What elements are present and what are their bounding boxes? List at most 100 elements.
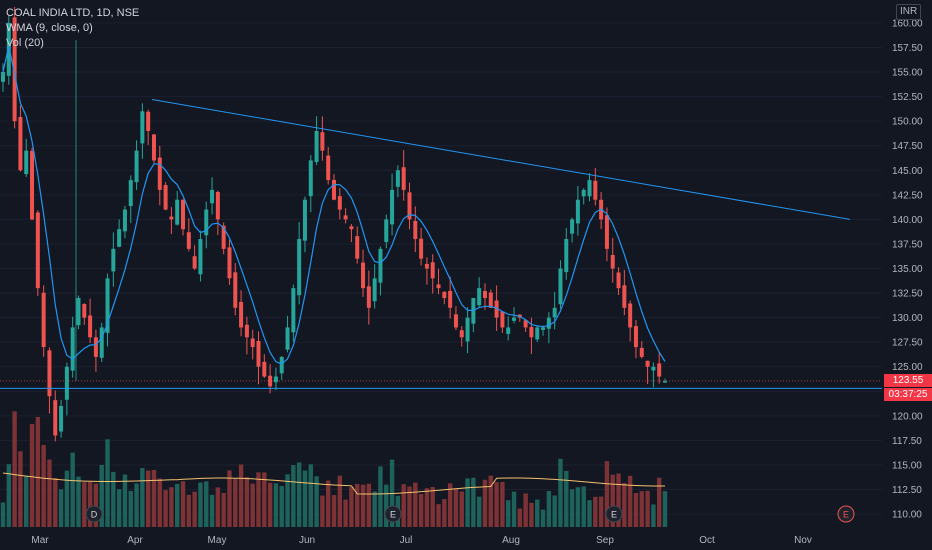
- price-tick-label: 140.00: [892, 215, 923, 226]
- candle-body: [291, 288, 296, 333]
- volume-bar: [401, 484, 406, 527]
- volume-bar: [140, 467, 145, 527]
- candle-body: [593, 180, 598, 200]
- candle-body: [541, 327, 546, 330]
- candle-body: [419, 238, 424, 259]
- candle-body: [6, 22, 11, 76]
- price-tick-label: 152.50: [892, 92, 923, 103]
- candle-body: [314, 130, 319, 162]
- volume-bar: [302, 470, 308, 527]
- candle-body: [163, 185, 168, 210]
- time-tick-label: Mar: [31, 535, 49, 546]
- candlestick-series: [1, 6, 667, 442]
- candle-body: [175, 199, 180, 225]
- wma-line: [2, 45, 666, 365]
- volume-bar: [296, 462, 302, 527]
- time-tick-label: May: [208, 535, 227, 546]
- candle-body: [169, 216, 174, 220]
- legend-wma[interactable]: WMA (9, close, 0): [6, 22, 93, 34]
- volume-bar: [122, 474, 128, 527]
- volume-bar: [76, 476, 81, 527]
- candle-body: [413, 220, 418, 240]
- event-marker-label: E: [843, 510, 849, 520]
- currency-badge[interactable]: INR: [896, 4, 922, 20]
- volume-bar: [355, 484, 360, 527]
- candle-body: [512, 317, 517, 321]
- volume-bar: [442, 499, 447, 527]
- volume-bar: [424, 488, 430, 527]
- event-marker[interactable]: E: [837, 505, 855, 523]
- volume-bar: [482, 479, 488, 527]
- volume-bar: [262, 472, 267, 527]
- event-marker-circle: [384, 505, 402, 523]
- time-tick-label: Apr: [127, 535, 143, 546]
- volume-bar: [58, 489, 64, 527]
- price-tick-label: 137.50: [892, 239, 923, 250]
- candle-body: [430, 262, 435, 279]
- price-tick-label: 130.00: [892, 313, 923, 324]
- volume-bar: [24, 476, 29, 527]
- event-marker-circle: [605, 505, 623, 523]
- candle-body: [47, 350, 52, 397]
- candle-body: [24, 150, 29, 175]
- time-tick-label: Oct: [699, 535, 715, 546]
- candle-body: [494, 300, 499, 318]
- candle-body: [204, 209, 209, 236]
- candle-body: [320, 132, 325, 151]
- candle-body: [297, 239, 302, 296]
- volume-bar: [384, 484, 389, 527]
- candle-body: [477, 288, 482, 306]
- volume-bar: [627, 475, 633, 527]
- candle-body: [117, 229, 122, 247]
- candle-body: [616, 272, 621, 289]
- volume-bar: [320, 495, 325, 527]
- volume-bar: [645, 490, 650, 527]
- volume-bar: [488, 475, 493, 527]
- volume-bar: [215, 487, 221, 527]
- price-tick-label: 160.00: [892, 18, 923, 29]
- volume-bar: [604, 461, 610, 527]
- volume-bar: [564, 470, 569, 527]
- volume-bar: [407, 486, 412, 527]
- candle-body: [262, 361, 267, 377]
- price-tick-label: 157.50: [892, 43, 923, 54]
- countdown-label: 03:37:25: [884, 388, 932, 401]
- legend-volume[interactable]: Vol (20): [6, 37, 44, 49]
- candle-body: [587, 180, 592, 197]
- candle-body: [151, 134, 156, 161]
- legend-symbol[interactable]: COAL INDIA LTD, 1D, NSE: [6, 7, 140, 19]
- volume-bar: [291, 465, 296, 527]
- volume-bar: [6, 464, 12, 527]
- candle-body: [41, 292, 46, 348]
- volume-bar: [360, 484, 366, 527]
- volume-bar: [651, 504, 656, 527]
- volume-bar: [204, 481, 209, 527]
- event-marker[interactable]: E: [605, 505, 623, 523]
- volume-bar: [331, 495, 337, 527]
- volume-bar: [314, 476, 319, 527]
- volume-bar: [471, 477, 476, 527]
- volume-bar: [540, 509, 546, 527]
- time-tick-label: Jun: [299, 535, 315, 546]
- volume-bar: [18, 451, 23, 527]
- axes: 160.00 157.50 155.00 152.50 150.00 147.50 145.…: [31, 18, 923, 546]
- event-marker[interactable]: D: [85, 505, 103, 523]
- candle-body: [18, 117, 23, 171]
- volume-bar: [267, 482, 273, 527]
- event-marker[interactable]: E: [384, 505, 402, 523]
- candle-body: [70, 327, 75, 371]
- price-tick-label: 115.00: [892, 460, 922, 471]
- candle-body: [361, 262, 366, 289]
- candle-body: [546, 317, 551, 329]
- volume-bars: [0, 411, 668, 527]
- volume-bar: [198, 482, 203, 527]
- candle-body: [111, 248, 116, 272]
- candle-body: [326, 155, 331, 181]
- volume-bar: [0, 502, 6, 527]
- price-tick-label: 127.50: [892, 338, 923, 349]
- price-tick-label: 155.00: [892, 68, 923, 79]
- volume-bar: [64, 470, 70, 527]
- volume-bar: [656, 477, 662, 527]
